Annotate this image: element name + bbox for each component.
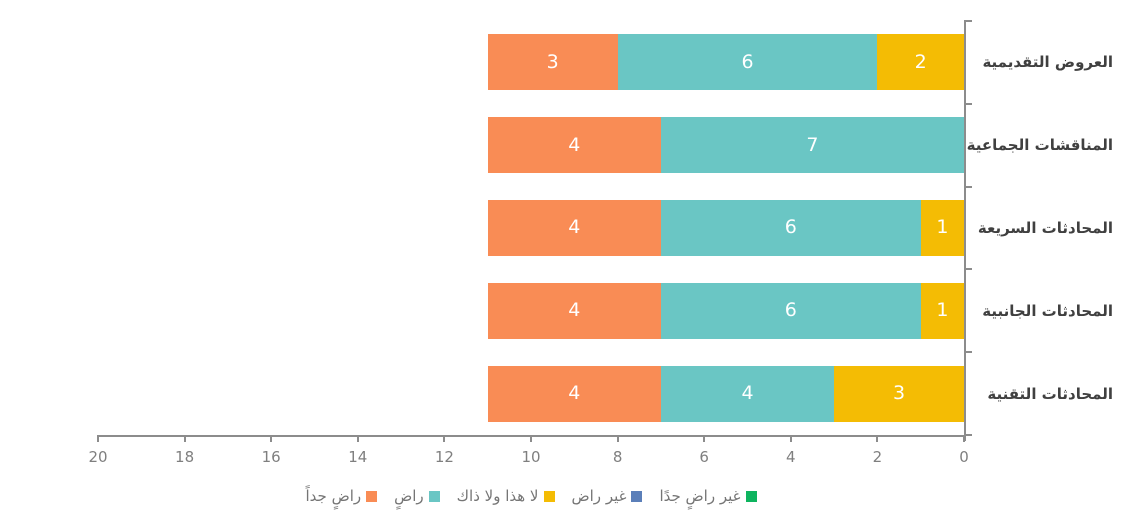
bar-segment: 6 bbox=[617, 34, 878, 91]
category-axis-tick bbox=[964, 268, 972, 271]
value-axis-tick bbox=[270, 435, 273, 442]
bar-segment: 4 bbox=[487, 199, 661, 256]
value-axis-tick bbox=[703, 435, 706, 442]
legend-swatch bbox=[745, 490, 757, 502]
bar-segment: 3 bbox=[487, 34, 618, 91]
bar-segment: 1 bbox=[920, 282, 964, 339]
bar-segment: 6 bbox=[660, 199, 921, 256]
bar-value-label: 7 bbox=[806, 133, 819, 156]
bar-segment: 2 bbox=[877, 34, 964, 91]
category-label: المناقشات الجماعية bbox=[966, 136, 1113, 155]
bar-segment: 4 bbox=[487, 365, 661, 422]
stacked-bar: 2 6 3 bbox=[487, 34, 964, 91]
value-axis-tick-label: 2 bbox=[872, 448, 883, 466]
legend-label: غير راض bbox=[571, 487, 627, 505]
bar-value-label: 4 bbox=[741, 382, 754, 405]
legend-swatch bbox=[543, 490, 555, 502]
legend-item: راضٍ جداً bbox=[305, 487, 378, 505]
value-axis-tick bbox=[443, 435, 446, 442]
value-axis-tick-label: 12 bbox=[434, 448, 454, 466]
category-label: المحادثات التقنية bbox=[987, 384, 1113, 403]
stacked-bar: 1 6 4 bbox=[487, 282, 964, 339]
category-axis-line bbox=[964, 21, 966, 441]
value-axis-tick-label: 6 bbox=[699, 448, 709, 466]
category-axis-tick bbox=[964, 434, 972, 436]
value-axis-tick-label: 16 bbox=[261, 448, 281, 466]
value-axis-tick-label: 14 bbox=[348, 448, 368, 466]
legend-swatch bbox=[631, 490, 643, 502]
value-axis-tick-label: 8 bbox=[612, 448, 623, 466]
bar-value-label: 4 bbox=[568, 133, 581, 156]
category-axis-tick bbox=[964, 185, 972, 188]
bar-value-label: 4 bbox=[568, 216, 581, 239]
bar-value-label: 4 bbox=[568, 299, 581, 322]
category-label: المحادثات السريعة bbox=[977, 219, 1113, 237]
legend: راضٍ جداً راضٍ لا هذا ولا ذاك غير راض غير را… bbox=[98, 487, 964, 505]
value-axis-tick-label: 20 bbox=[88, 448, 108, 466]
bar-segment: 1 bbox=[920, 199, 964, 256]
bar-segment: 7 bbox=[660, 117, 964, 174]
bar-value-label: 6 bbox=[784, 216, 797, 239]
bar-value-label: 2 bbox=[914, 50, 927, 73]
bar-row: 2 6 3 bbox=[98, 21, 964, 104]
value-axis-tick bbox=[616, 435, 619, 442]
bar-value-label: 6 bbox=[784, 299, 797, 322]
stacked-bar: 3 4 4 bbox=[487, 365, 964, 422]
bar-segment: 4 bbox=[487, 282, 661, 339]
legend-item: غير راضٍ جدًا bbox=[659, 487, 757, 505]
bar-value-label: 3 bbox=[546, 50, 559, 73]
category-label: المحادثات الجانبية bbox=[982, 301, 1113, 320]
bar-value-label: 6 bbox=[741, 50, 754, 73]
value-axis-tick-label: 4 bbox=[786, 448, 796, 466]
value-axis-tick-label: 0 bbox=[959, 448, 969, 466]
value-axis-tick bbox=[530, 435, 532, 442]
legend-label: غير راضٍ جدًا bbox=[659, 487, 741, 505]
value-axis-tick-label: 10 bbox=[521, 448, 541, 466]
bar-row: 1 6 4 bbox=[98, 187, 964, 270]
category-label: العروض التقديمية bbox=[982, 53, 1113, 72]
value-axis-tick bbox=[876, 435, 879, 442]
value-axis-tick bbox=[97, 435, 99, 442]
legend-label: راضٍ جداً bbox=[305, 487, 362, 505]
category-axis-tick bbox=[964, 351, 972, 354]
legend-item: غير راض bbox=[572, 487, 643, 505]
legend-label: راضٍ bbox=[394, 487, 424, 505]
bar-segment: 4 bbox=[660, 365, 835, 422]
bar-segment: 3 bbox=[834, 365, 964, 422]
value-axis-tick bbox=[356, 435, 359, 442]
bar-row: 3 4 4 bbox=[98, 352, 964, 435]
legend-item: راضٍ bbox=[394, 487, 440, 505]
stacked-bar: 1 6 4 bbox=[487, 199, 964, 256]
legend-label: لا هذا ولا ذاك bbox=[456, 487, 539, 505]
value-axis-tick bbox=[963, 435, 965, 442]
value-axis-tick bbox=[789, 435, 792, 442]
category-axis-tick bbox=[964, 20, 972, 22]
legend-swatch bbox=[366, 490, 378, 502]
bar-segment: 6 bbox=[660, 282, 921, 339]
value-axis-tick-label: 18 bbox=[175, 448, 195, 466]
bar-value-label: 1 bbox=[936, 299, 949, 322]
bar-segment: 4 bbox=[487, 117, 661, 174]
legend-item: لا هذا ولا ذاك bbox=[457, 487, 555, 505]
bar-row: 1 6 4 bbox=[98, 269, 964, 352]
legend-swatch bbox=[428, 490, 440, 502]
category-axis-tick bbox=[964, 102, 972, 105]
bar-value-label: 4 bbox=[568, 382, 581, 405]
bar-value-label: 3 bbox=[893, 382, 906, 405]
bar-value-label: 1 bbox=[936, 216, 949, 239]
value-axis-tick bbox=[183, 435, 186, 442]
